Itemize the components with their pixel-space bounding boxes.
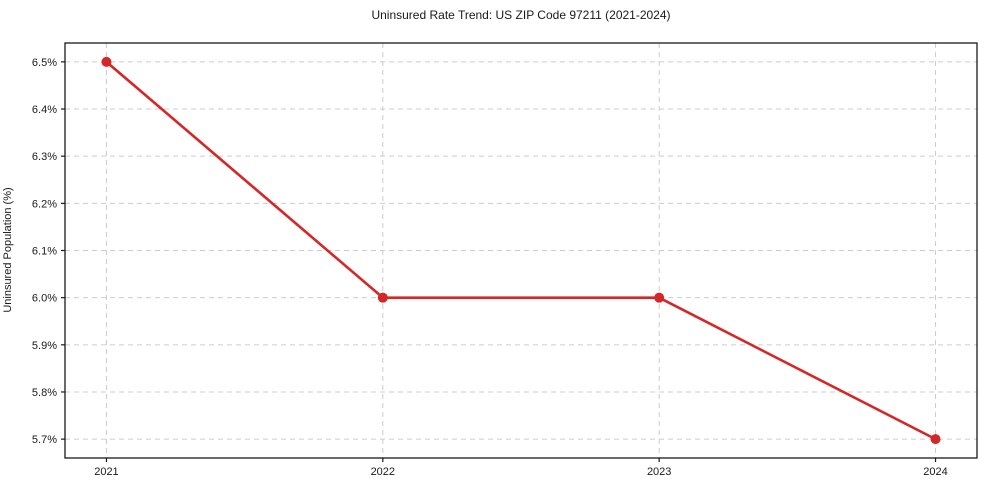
data-point (377, 292, 388, 303)
y-tick-label: 5.7% (32, 434, 57, 446)
x-tick-label: 2023 (647, 466, 671, 478)
y-tick-label: 6.0% (32, 293, 57, 305)
y-tick-label: 5.8% (32, 387, 57, 399)
x-tick-label: 2024 (923, 466, 947, 478)
chart-title: Uninsured Rate Trend: US ZIP Code 97211 … (371, 8, 671, 22)
y-tick-label: 6.4% (32, 104, 57, 116)
x-tick-label: 2022 (371, 466, 395, 478)
x-tick-label: 2021 (94, 466, 118, 478)
y-axis-label: Uninsured Population (%) (2, 187, 14, 313)
y-tick-label: 6.1% (32, 246, 57, 258)
y-tick-label: 6.2% (32, 198, 57, 210)
plot-border (64, 42, 978, 459)
data-point (101, 56, 112, 67)
y-tick-label: 5.9% (32, 340, 57, 352)
data-point (930, 434, 941, 445)
trend-line (105, 60, 937, 441)
y-tick-label: 6.5% (32, 57, 57, 69)
y-tick-label: 6.3% (32, 151, 57, 163)
data-point (654, 292, 665, 303)
